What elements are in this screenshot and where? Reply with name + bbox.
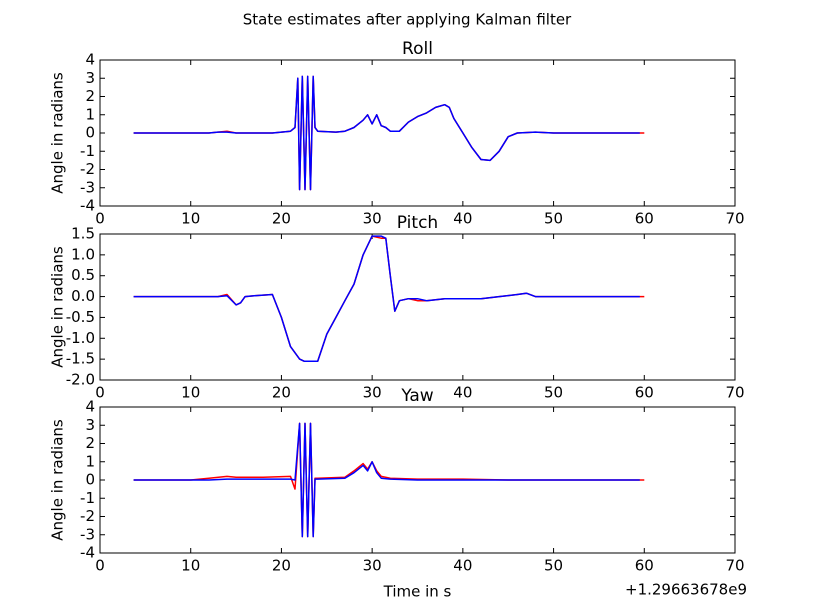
y-tick-label: 1.0 bbox=[71, 245, 95, 263]
y-tick-label: -1.5 bbox=[66, 350, 95, 368]
x-tick-label: 70 bbox=[725, 384, 744, 402]
x-offset-label: +1.29663678e9 bbox=[625, 581, 747, 599]
x-tick-label: 30 bbox=[363, 210, 382, 228]
y-tick-label: 0 bbox=[85, 124, 95, 142]
y-axis-label: Angle in radians bbox=[49, 419, 67, 541]
y-tick-label: 1 bbox=[85, 105, 95, 123]
y-tick-label: 0 bbox=[85, 471, 95, 489]
x-tick-label: 50 bbox=[544, 557, 563, 575]
x-tick-label: 20 bbox=[272, 210, 291, 228]
y-tick-label: 3 bbox=[85, 69, 95, 87]
axes-title: Yaw bbox=[400, 386, 433, 406]
y-tick-label: -4 bbox=[80, 197, 95, 215]
x-tick-label: 20 bbox=[272, 557, 291, 575]
axes-title: Pitch bbox=[397, 213, 438, 233]
y-tick-label: -2 bbox=[80, 507, 95, 525]
y-tick-label: 3 bbox=[85, 416, 95, 434]
y-tick-label: 1 bbox=[85, 452, 95, 470]
x-tick-label: 70 bbox=[725, 210, 744, 228]
x-tick-label: 50 bbox=[544, 210, 563, 228]
series-line bbox=[133, 235, 640, 362]
x-tick-label: 40 bbox=[453, 384, 472, 402]
x-tick-label: 30 bbox=[363, 384, 382, 402]
x-tick-label: 10 bbox=[181, 384, 200, 402]
y-tick-label: 4 bbox=[85, 398, 95, 416]
x-tick-label: 0 bbox=[95, 384, 105, 402]
y-tick-label: -1 bbox=[80, 489, 95, 507]
x-axis-label: Time in s bbox=[383, 583, 452, 601]
y-tick-label: -3 bbox=[80, 525, 95, 543]
y-tick-label: -0.5 bbox=[66, 308, 95, 326]
x-tick-label: 0 bbox=[95, 557, 105, 575]
figure-title: State estimates after applying Kalman fi… bbox=[243, 11, 572, 29]
axes-frame bbox=[99, 233, 736, 381]
y-tick-label: 1.5 bbox=[71, 225, 95, 243]
y-tick-label: -3 bbox=[80, 178, 95, 196]
x-tick-label: 10 bbox=[181, 557, 200, 575]
y-tick-label: 2 bbox=[85, 434, 95, 452]
y-tick-label: -1 bbox=[80, 142, 95, 160]
x-tick-label: 60 bbox=[635, 384, 654, 402]
x-tick-label: 10 bbox=[181, 210, 200, 228]
y-tick-label: 0.0 bbox=[71, 287, 95, 305]
x-tick-label: 40 bbox=[453, 210, 472, 228]
x-tick-label: 30 bbox=[363, 557, 382, 575]
axes-title: Roll bbox=[402, 39, 433, 59]
series-line bbox=[133, 422, 645, 538]
y-tick-label: 4 bbox=[85, 51, 95, 69]
x-tick-label: 50 bbox=[544, 384, 563, 402]
x-tick-label: 60 bbox=[635, 210, 654, 228]
y-tick-label: -2.0 bbox=[66, 371, 95, 389]
x-tick-label: 0 bbox=[95, 210, 105, 228]
y-tick-label: -1.0 bbox=[66, 329, 95, 347]
series-line bbox=[133, 75, 640, 191]
y-tick-label: -4 bbox=[80, 544, 95, 562]
x-tick-label: 70 bbox=[725, 557, 744, 575]
y-tick-label: 2 bbox=[85, 87, 95, 105]
y-axis-label: Angle in radians bbox=[49, 72, 67, 194]
x-tick-label: 40 bbox=[453, 557, 472, 575]
x-tick-label: 60 bbox=[635, 557, 654, 575]
y-axis-label: Angle in radians bbox=[49, 246, 67, 368]
series-line bbox=[133, 235, 645, 362]
y-tick-label: -2 bbox=[80, 160, 95, 178]
series-line bbox=[133, 422, 640, 538]
x-tick-label: 20 bbox=[272, 384, 291, 402]
y-tick-label: 0.5 bbox=[71, 266, 95, 284]
